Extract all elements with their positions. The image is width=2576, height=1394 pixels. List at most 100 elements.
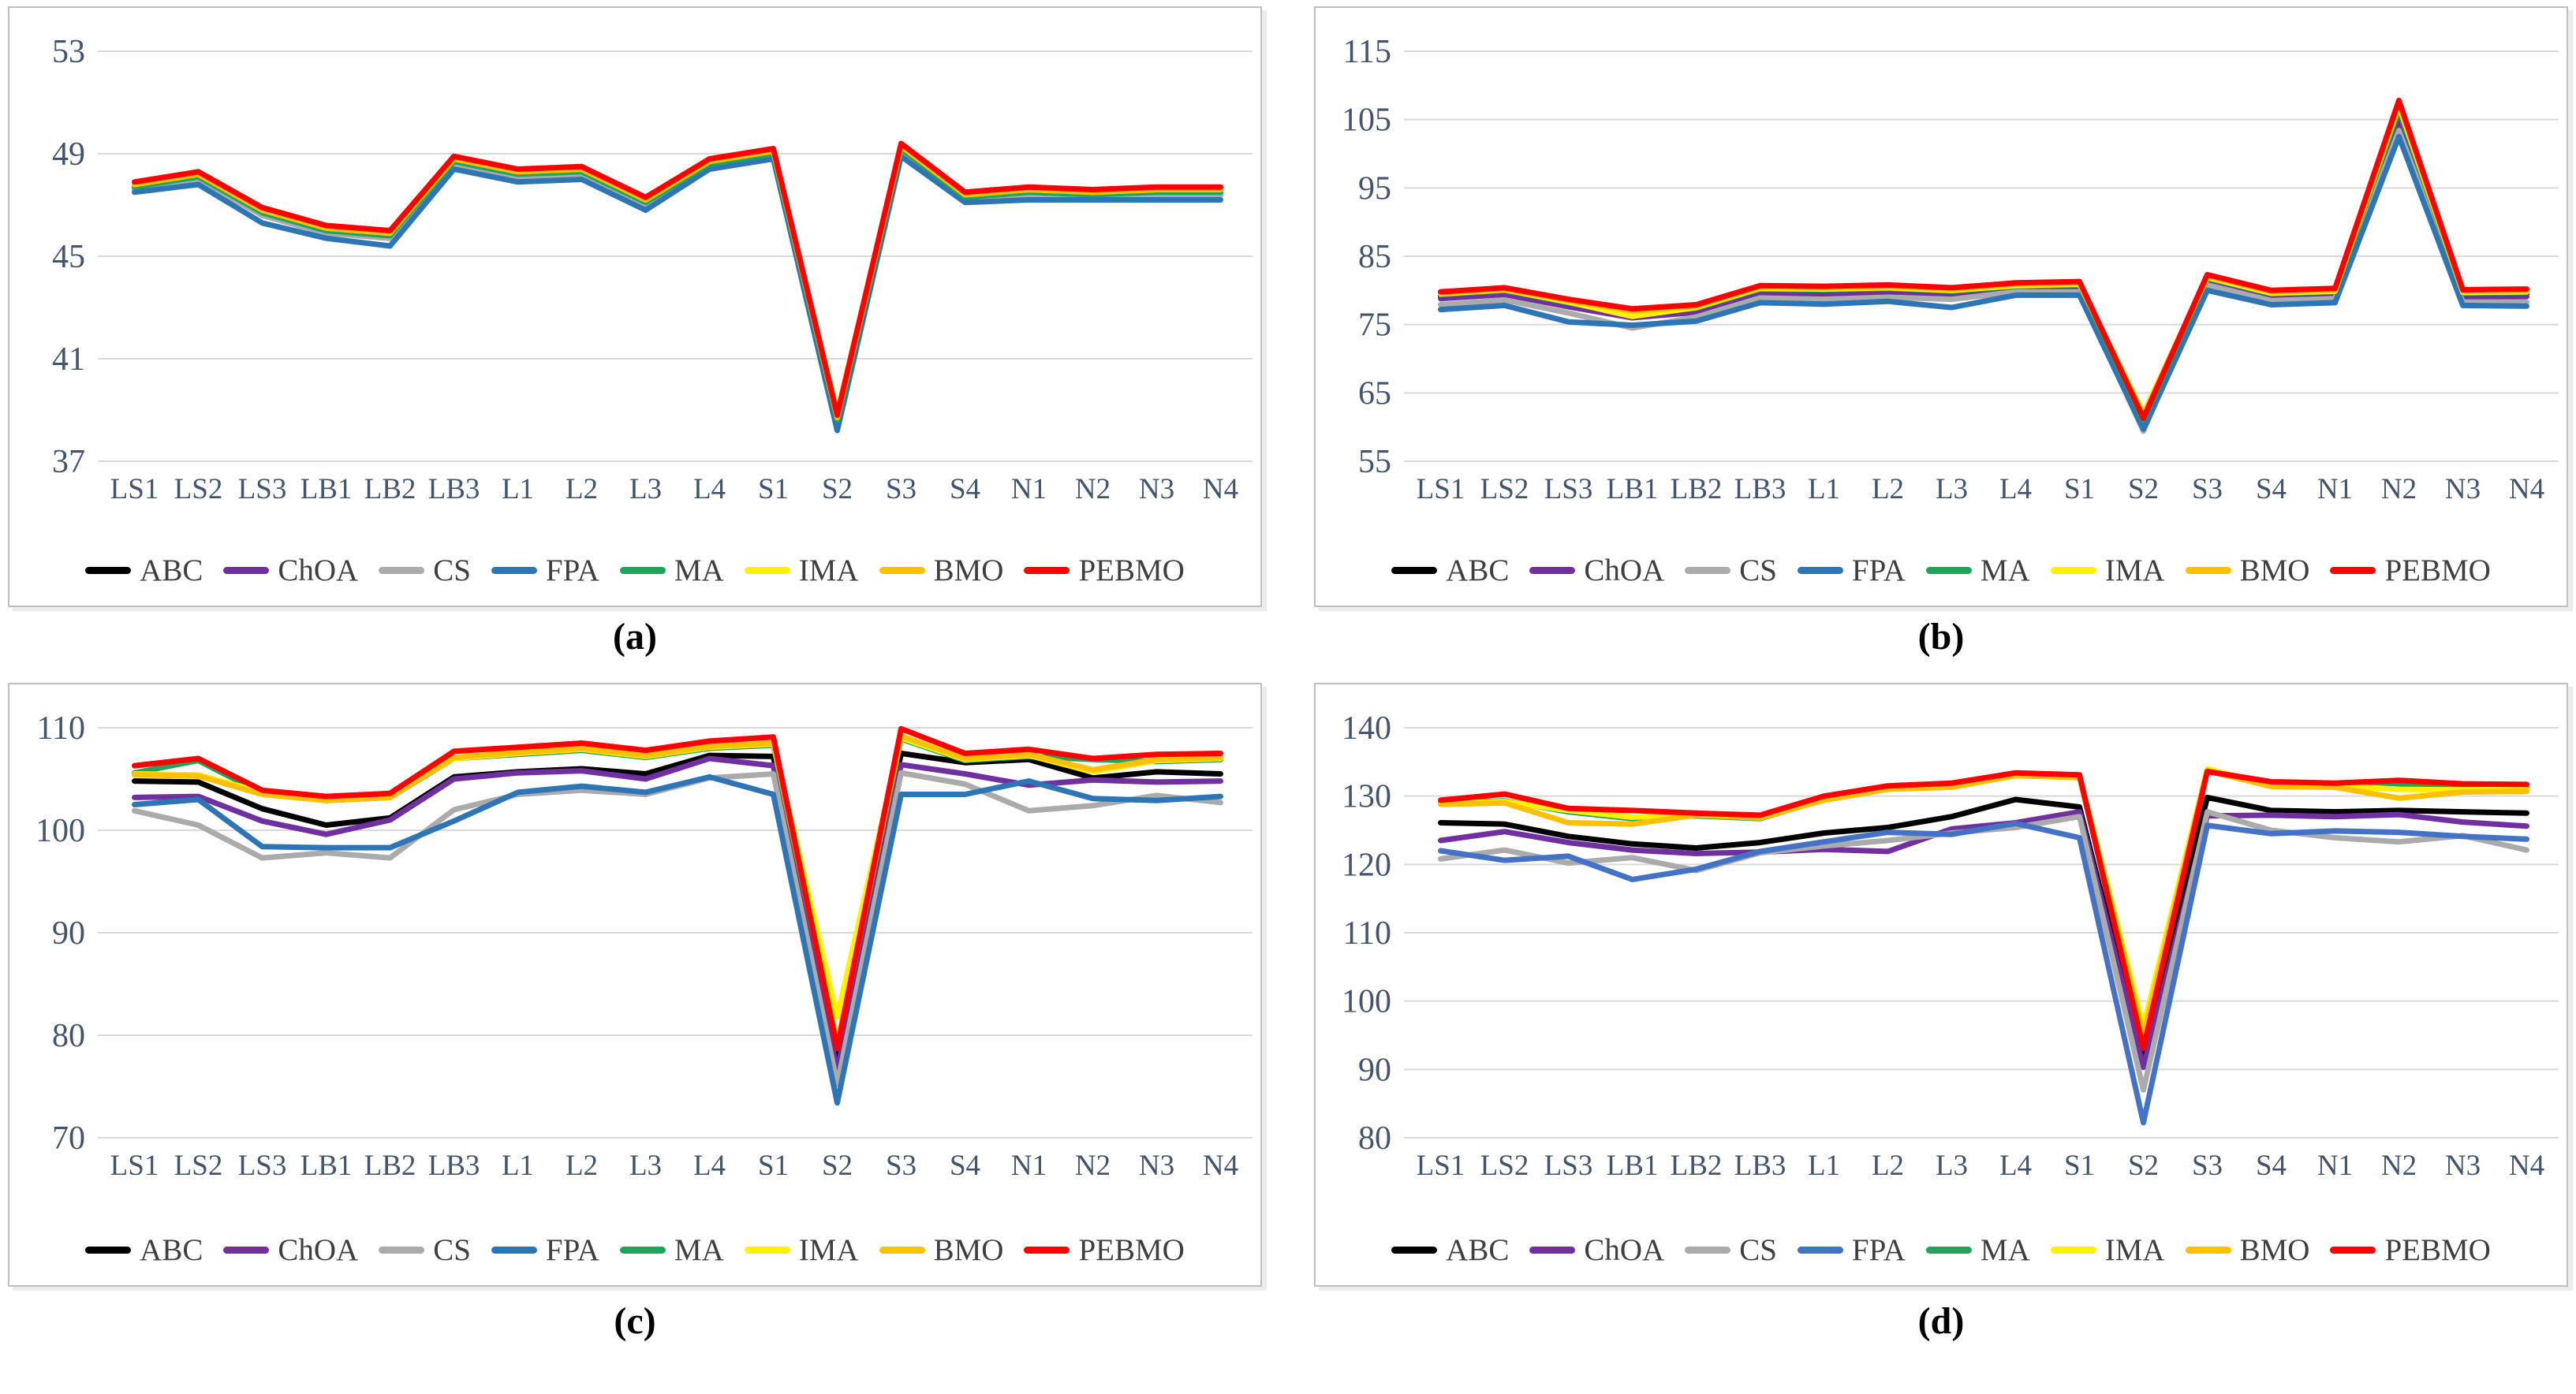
ytick-label-100: 100 xyxy=(35,813,85,849)
legend-label-bmo: BMO xyxy=(933,1233,1004,1267)
xtick-label-l4: L4 xyxy=(693,1150,726,1182)
legend-label-ima: IMA xyxy=(2104,554,2165,587)
legend-item-choa: ChOA xyxy=(1529,553,1664,588)
xtick-label-n3: N3 xyxy=(2445,1150,2481,1182)
legend-swatch-abc xyxy=(1391,1247,1438,1254)
legend-label-cs: CS xyxy=(1739,1233,1777,1267)
legend-label-pebmo: PEBMO xyxy=(2384,1233,2491,1267)
xtick-label-n4: N4 xyxy=(2509,1150,2544,1182)
legend-item-bmo: BMO xyxy=(2185,553,2310,588)
legend-label-ma: MA xyxy=(674,1233,724,1267)
line-chart-c: 110 100 90 80 70 LS1 LS2 LS3 LB1 LB2 LB3 L1 L2 L3 L4 S1… xyxy=(35,710,1253,1182)
xtick-label-n2: N2 xyxy=(1075,1150,1111,1182)
legend-label-bmo: BMO xyxy=(2239,554,2310,587)
legend-item-ma: MA xyxy=(619,1232,724,1268)
legend-label-pebmo: PEBMO xyxy=(1078,1233,1185,1267)
xtick-label-lb3: LB3 xyxy=(428,473,480,505)
series-line-cs xyxy=(1438,128,2529,434)
legend-item-pebmo: PEBMO xyxy=(2330,1232,2491,1268)
legend-swatch-bmo xyxy=(879,567,925,574)
legend-swatch-bmo xyxy=(2185,567,2231,574)
xtick-label-n2: N2 xyxy=(2381,473,2417,505)
xtick-label-s2: S2 xyxy=(2128,473,2159,505)
ytick-label-70: 70 xyxy=(52,1120,85,1157)
legend-swatch-ma xyxy=(1925,567,1972,574)
xtick-label-s4: S4 xyxy=(950,1150,980,1182)
xtick-label-s1: S1 xyxy=(2064,1150,2095,1182)
legend-item-cs: CS xyxy=(379,1232,471,1268)
series-line-abc xyxy=(1438,794,2529,1062)
legend-label-bmo: BMO xyxy=(2239,1233,2310,1267)
legend-item-ma: MA xyxy=(619,553,724,588)
xtick-label-s2: S2 xyxy=(822,473,853,505)
xtick-label-lb1: LB1 xyxy=(1607,473,1659,505)
legend-item-ma: MA xyxy=(1925,553,2030,588)
xtick-label-ls3: LS3 xyxy=(238,473,287,505)
series-line-abc xyxy=(132,751,1223,1063)
legend-swatch-abc xyxy=(85,1247,132,1254)
xtick-label-s2: S2 xyxy=(2128,1150,2159,1182)
legend-label-fpa: FPA xyxy=(1851,1233,1906,1267)
xtick-label-n3: N3 xyxy=(1139,1150,1174,1182)
panel-a: 53 49 45 41 37 LS1 LS2 LS3 LB1 LB2 LB3 L1 L2 L3 L4 S1 S2… xyxy=(8,6,1262,607)
ytick-label-90: 90 xyxy=(52,915,85,952)
xtick-label-n3: N3 xyxy=(1139,473,1174,505)
series-line-ma xyxy=(1438,107,2529,423)
caption-d: (d) xyxy=(1917,1300,1965,1342)
legend-swatch-cs xyxy=(379,567,425,574)
legend-item-ima: IMA xyxy=(2050,1232,2165,1268)
panel-d: 140 130 120 110 100 90 80 LS1 LS2 LS3 LB1 LB2 LB3 L1 L… xyxy=(1314,683,2568,1287)
xtick-label-n4: N4 xyxy=(1203,1150,1238,1182)
series-line-choa xyxy=(1438,809,2529,1071)
ytick-label-95: 95 xyxy=(1358,170,1391,207)
legend-swatch-ima xyxy=(2050,1247,2096,1254)
ytick-label-90: 90 xyxy=(1358,1052,1391,1088)
series-line-pebmo xyxy=(132,140,1223,418)
legend-label-choa: ChOA xyxy=(1584,554,1665,587)
xtick-label-ls1: LS1 xyxy=(110,1150,159,1182)
legend-item-pebmo: PEBMO xyxy=(2330,553,2491,588)
ytick-label-80: 80 xyxy=(1358,1120,1391,1157)
xtick-label-s3: S3 xyxy=(886,473,917,505)
legend-label-cs: CS xyxy=(433,1233,471,1267)
legend-label-abc: ABC xyxy=(140,554,203,587)
legend-item-abc: ABC xyxy=(85,1232,203,1268)
xtick-label-n4: N4 xyxy=(2509,473,2544,505)
ytick-label-110: 110 xyxy=(1343,915,1391,952)
panel-b: 115 105 95 85 75 65 55 LS1 LS2 LS3 LB1 LB2 LB3 L1 L2 L3… xyxy=(1314,6,2568,607)
ytick-label-75: 75 xyxy=(1358,308,1391,344)
xtick-label-lb1: LB1 xyxy=(301,1150,353,1182)
legend-swatch-pebmo xyxy=(1024,1247,1070,1254)
legend-label-fpa: FPA xyxy=(545,1233,599,1267)
series-line-ima xyxy=(1438,102,2529,416)
caption-b: (b) xyxy=(1917,616,1965,658)
xtick-label-ls2: LS2 xyxy=(174,1150,223,1182)
legend-item-abc: ABC xyxy=(85,553,203,588)
xtick-label-l1: L1 xyxy=(502,473,534,505)
xtick-label-lb2: LB2 xyxy=(1671,1150,1723,1182)
xtick-label-n2: N2 xyxy=(2381,1150,2417,1182)
legend-label-abc: ABC xyxy=(1446,1233,1510,1267)
caption-c: (c) xyxy=(614,1300,656,1342)
legend-item-cs: CS xyxy=(1685,1232,1777,1268)
line-chart-b: 115 105 95 85 75 65 55 LS1 LS2 LS3 LB1 LB2 LB3 L1 L2 L3… xyxy=(1342,34,2559,505)
legend-item-choa: ChOA xyxy=(1529,1232,1664,1268)
xtick-label-n4: N4 xyxy=(1203,473,1238,505)
xtick-label-ls1: LS1 xyxy=(1417,1150,1465,1182)
ytick-label-55: 55 xyxy=(1358,444,1391,480)
legend-label-choa: ChOA xyxy=(278,554,359,587)
legend-label-bmo: BMO xyxy=(933,554,1004,587)
legend-label-ima: IMA xyxy=(798,1233,859,1267)
legend-label-ima: IMA xyxy=(2104,1233,2165,1267)
legend-item-fpa: FPA xyxy=(1797,553,1906,588)
series-line-bmo xyxy=(132,732,1223,1046)
legend-item-bmo: BMO xyxy=(879,553,1004,588)
xtick-label-lb3: LB3 xyxy=(1734,473,1786,505)
legend-swatch-ima xyxy=(744,567,790,574)
xtick-label-ls2: LS2 xyxy=(174,473,223,505)
series-line-choa xyxy=(132,755,1223,1074)
ytick-label-80: 80 xyxy=(52,1018,85,1054)
legend-label-choa: ChOA xyxy=(1584,1233,1665,1267)
legend-swatch-cs xyxy=(1685,567,1731,574)
legend-label-ma: MA xyxy=(1980,1233,2030,1267)
